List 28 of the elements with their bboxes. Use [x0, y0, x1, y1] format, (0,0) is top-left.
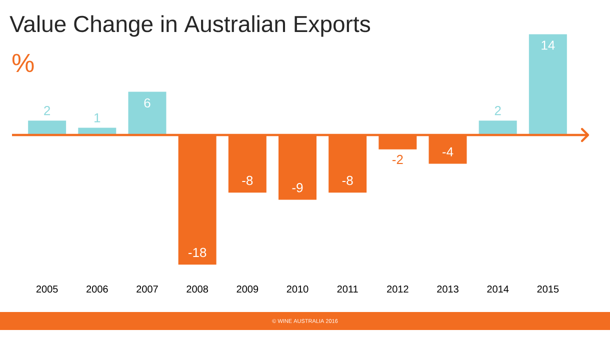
chart-title: Value Change in Australian Exports: [10, 15, 370, 37]
data-label: -9: [292, 183, 303, 192]
bar: [528, 34, 567, 135]
x-tick-label: 2014: [487, 286, 509, 293]
x-tick-label: 2005: [36, 286, 58, 293]
x-tick-label: 2007: [136, 286, 158, 293]
data-label: -8: [242, 176, 253, 186]
data-label: -8: [342, 176, 353, 186]
x-tick-label: 2011: [337, 286, 358, 293]
y-axis-title: %: [12, 54, 34, 72]
x-tick-label: 2013: [437, 286, 458, 293]
data-label: 2: [494, 106, 501, 116]
x-tick-label: 2010: [286, 286, 308, 293]
bar: [478, 120, 517, 135]
data-label: 14: [542, 40, 555, 50]
x-tick-label: 2015: [537, 286, 559, 293]
data-label: 6: [144, 98, 150, 108]
x-tick-label: 2008: [186, 286, 208, 293]
x-tick-label: 2006: [86, 286, 108, 293]
data-label: 1: [94, 113, 100, 122]
data-label: -4: [442, 147, 454, 156]
x-tick-label: 2009: [236, 286, 258, 293]
data-label: -2: [392, 154, 403, 164]
data-label: -18: [188, 248, 206, 258]
x-tick-label: 2012: [387, 286, 408, 293]
bar: [28, 120, 66, 135]
bar: [128, 92, 166, 135]
data-label: 2: [44, 106, 50, 116]
